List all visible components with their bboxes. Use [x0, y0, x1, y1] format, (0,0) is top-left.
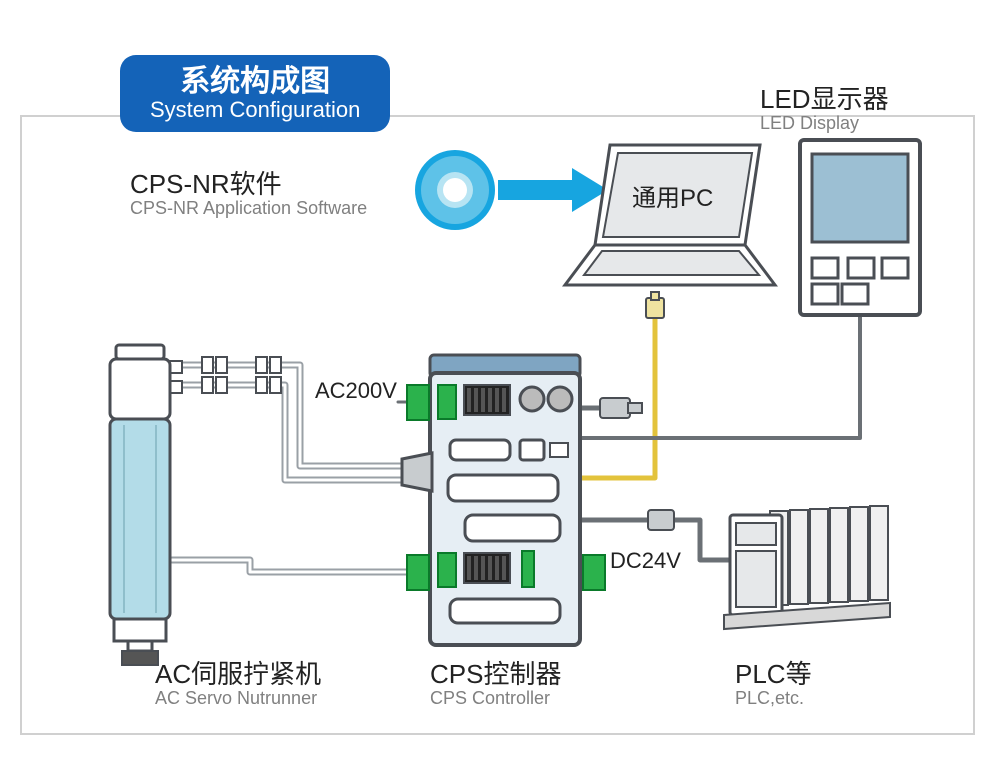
software-label-cn: CPS-NR软件: [130, 170, 367, 199]
controller-label-cn: CPS控制器: [430, 660, 561, 689]
dc24v-label: DC24V: [610, 548, 681, 574]
plc-label-cn: PLC等: [735, 660, 812, 689]
nutrunner-label: AC伺服拧紧机 AC Servo Nutrunner: [155, 660, 321, 708]
nutrunner-label-cn: AC伺服拧紧机: [155, 660, 321, 689]
led-label: LED显示器 LED Display: [760, 85, 889, 133]
software-label-en: CPS-NR Application Software: [130, 199, 367, 219]
controller-label: CPS控制器 CPS Controller: [430, 660, 561, 708]
controller-label-en: CPS Controller: [430, 689, 561, 709]
nutrunner-label-en: AC Servo Nutrunner: [155, 689, 321, 709]
plc-label-en: PLC,etc.: [735, 689, 812, 709]
plc-label: PLC等 PLC,etc.: [735, 660, 812, 708]
led-label-en: LED Display: [760, 114, 889, 134]
led-label-cn: LED显示器: [760, 85, 889, 114]
software-label: CPS-NR软件 CPS-NR Application Software: [130, 170, 367, 218]
ac200v-label: AC200V: [315, 378, 397, 404]
pc-label: 通用PC: [632, 178, 713, 213]
